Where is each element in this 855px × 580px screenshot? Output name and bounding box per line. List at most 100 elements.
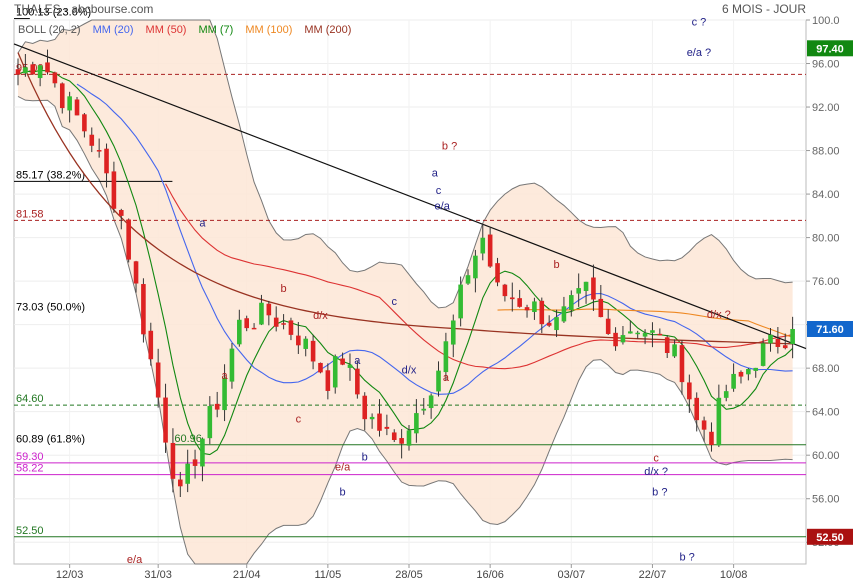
bollinger-upper bbox=[17, 19, 793, 309]
candle-body bbox=[37, 65, 43, 79]
price-badge-label: 97.40 bbox=[816, 43, 844, 55]
candle-body bbox=[613, 332, 618, 347]
y-tick-label: 68.00 bbox=[812, 363, 840, 375]
candle-body bbox=[760, 343, 766, 366]
candle-body bbox=[509, 297, 515, 300]
candle-body bbox=[436, 370, 441, 392]
level-label: 64.60 bbox=[16, 393, 44, 405]
wave-annotation: e/a bbox=[435, 200, 451, 212]
y-tick-label: 64.00 bbox=[812, 407, 840, 419]
wave-annotation: a bbox=[354, 355, 361, 367]
candle-body bbox=[170, 442, 176, 479]
level-label: 58.22 bbox=[16, 463, 44, 475]
candle-body bbox=[731, 373, 736, 389]
candle-body bbox=[628, 331, 633, 334]
y-tick-label: 100.0 bbox=[812, 15, 840, 27]
candle-body bbox=[576, 288, 581, 294]
candle-body bbox=[406, 430, 412, 446]
ma-50-line bbox=[165, 183, 793, 370]
y-tick-label: 56.00 bbox=[812, 494, 840, 506]
level-label: 81.58 bbox=[16, 208, 44, 220]
price-badge-label: 71.60 bbox=[816, 324, 844, 336]
legend-entry: MM (20) bbox=[93, 24, 134, 36]
candle-body bbox=[296, 335, 301, 346]
candle-body bbox=[59, 83, 65, 109]
candle-body bbox=[362, 395, 368, 420]
wave-annotation: c bbox=[296, 414, 302, 426]
candle-body bbox=[598, 298, 604, 318]
level-label: 73.03 (50.0%) bbox=[16, 301, 85, 313]
wave-annotation: d/x ? bbox=[644, 466, 668, 478]
candle-body bbox=[163, 397, 168, 443]
candle-body bbox=[207, 406, 213, 439]
wave-annotation: c bbox=[391, 296, 397, 308]
wave-annotation: e/a bbox=[335, 461, 351, 473]
candle-body bbox=[709, 431, 714, 446]
candle-body bbox=[768, 334, 773, 344]
candle-body bbox=[539, 300, 545, 325]
candle-body bbox=[310, 340, 316, 362]
candle-body bbox=[111, 171, 117, 209]
x-tick-label: 12/03 bbox=[56, 569, 84, 580]
candle-body bbox=[775, 338, 781, 347]
wave-annotation: d/x ? bbox=[707, 309, 731, 321]
candle-body bbox=[502, 284, 508, 297]
candle-body bbox=[30, 64, 36, 75]
candle-body bbox=[790, 328, 795, 345]
wave-annotation: b ? bbox=[442, 140, 457, 152]
candle-body bbox=[214, 403, 220, 410]
candle-body bbox=[672, 344, 677, 357]
x-tick-label: 21/04 bbox=[233, 569, 261, 580]
wave-annotation: a bbox=[432, 168, 439, 180]
candle-body bbox=[723, 391, 729, 398]
wave-annotation: b bbox=[553, 259, 559, 271]
candle-body bbox=[753, 367, 759, 371]
wave-annotation: c bbox=[436, 185, 442, 197]
candle-body bbox=[325, 370, 331, 391]
wave-annotation: b bbox=[281, 283, 287, 295]
bollinger-lower bbox=[17, 95, 793, 565]
y-tick-label: 96.00 bbox=[812, 59, 840, 71]
candle-body bbox=[495, 263, 500, 283]
candle-body bbox=[473, 255, 478, 279]
candle-body bbox=[369, 416, 375, 420]
level-label: 52.50 bbox=[16, 525, 44, 537]
candle-body bbox=[67, 96, 72, 111]
candle-body bbox=[74, 99, 80, 116]
candle-body bbox=[664, 337, 670, 353]
y-tick-label: 60.00 bbox=[812, 450, 840, 462]
x-tick-label: 28/05 bbox=[395, 569, 423, 580]
candle-body bbox=[399, 438, 404, 444]
period-label: 6 MOIS - JOUR bbox=[722, 2, 806, 16]
candle-body bbox=[185, 463, 190, 484]
candle-body bbox=[716, 397, 722, 446]
candle-body bbox=[340, 358, 345, 365]
candle-body bbox=[384, 426, 390, 429]
trendline bbox=[13, 43, 807, 350]
candle-body bbox=[222, 377, 227, 411]
candle-body bbox=[694, 397, 700, 421]
candle-body bbox=[428, 395, 434, 409]
y-tick-label: 76.00 bbox=[812, 276, 840, 288]
candle-body bbox=[480, 237, 486, 254]
y-tick-label: 80.00 bbox=[812, 233, 840, 245]
candle-body bbox=[391, 432, 397, 440]
candle-body bbox=[561, 306, 567, 322]
candle-body bbox=[266, 303, 272, 316]
x-tick-label: 16/06 bbox=[476, 569, 504, 580]
candle-body bbox=[583, 281, 589, 291]
candle-body bbox=[487, 234, 493, 267]
candle-body bbox=[82, 114, 87, 132]
candle-body bbox=[650, 330, 655, 333]
candle-body bbox=[443, 341, 449, 373]
candle-body bbox=[546, 322, 552, 326]
wave-annotation: b ? bbox=[652, 486, 667, 498]
wave-annotation: e/a ? bbox=[687, 47, 711, 59]
candle-body bbox=[657, 333, 663, 336]
candle-body bbox=[347, 364, 353, 368]
candle-body bbox=[605, 318, 611, 334]
candle-body bbox=[532, 301, 537, 312]
x-tick-label: 31/03 bbox=[144, 569, 172, 580]
candle-body bbox=[332, 356, 338, 388]
price-badge bbox=[807, 320, 853, 337]
